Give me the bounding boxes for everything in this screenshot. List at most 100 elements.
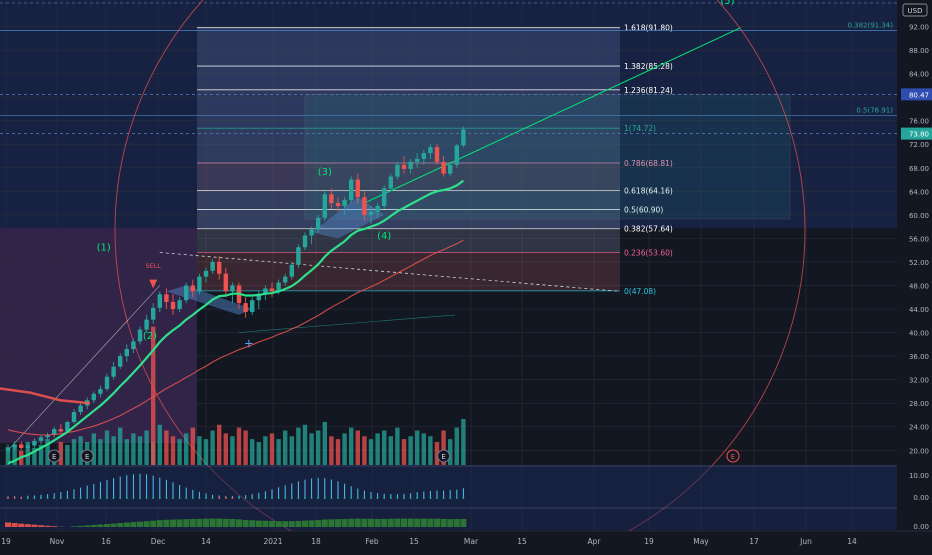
candle[interactable] [461,127,465,148]
signal-dot [344,497,346,499]
extension-label: 0.382(91.34) [847,21,893,29]
candle-body [309,230,313,236]
candle-body [441,162,445,174]
candle[interactable] [435,144,439,165]
candle[interactable] [184,283,188,304]
signal-dot [410,497,412,499]
fib-level-label: 1.618(91.80) [624,24,673,33]
candle-body [349,180,353,201]
momentum-bar [447,519,453,527]
price-tick-label: 76.00 [909,118,929,126]
candle-body [26,446,30,448]
signal-dot [47,497,49,499]
momentum-bar [256,521,262,527]
candle-body [408,162,412,169]
volume-bar [323,422,327,465]
signal-dot [106,497,108,499]
time-tick-label: 16 [101,537,111,546]
momentum-bar [78,526,84,527]
momentum-bar [249,520,255,527]
volume-bar [171,436,175,465]
time-tick-label: 14 [201,537,211,546]
signal-dot [284,497,286,499]
time-tick-label: Dec [151,537,166,546]
candle[interactable] [323,191,327,220]
momentum-bar [170,520,176,527]
volume-bar [210,431,214,466]
signal-dot [251,497,253,499]
volume-bar [237,428,241,465]
price-tick-label: 28.00 [909,400,929,408]
candle-body [230,285,234,291]
signal-dot [33,497,35,499]
signal-dot [449,497,451,499]
candle[interactable] [382,185,386,209]
volume-bar [243,431,247,466]
momentum-bar [183,519,189,527]
momentum-bar [243,520,249,527]
momentum-bar [408,519,414,527]
volume-bar [316,431,320,466]
signal-dot [278,497,280,499]
candle-body [118,356,122,367]
signal-dot [370,497,372,499]
signal-dot [146,497,148,499]
volume-bar [125,439,129,465]
candle-body [402,165,406,169]
signal-dot [126,497,128,499]
momentum-bar [348,519,354,527]
momentum-bar [295,521,301,527]
signal-dot [297,497,299,499]
volume-bar [283,431,287,466]
volume-bar [224,433,228,465]
time-tick-label: Apr [588,537,602,546]
event-marker-label: E [52,453,56,461]
candle-body [389,177,393,189]
momentum-bar [111,524,117,527]
momentum-bar [434,519,440,527]
signal-dot [212,497,214,499]
signal-dot [377,497,379,499]
candle[interactable] [197,274,201,295]
candle[interactable] [349,177,353,203]
price-badge-current: 73.80 [901,128,932,140]
volume-bar [296,428,300,465]
momentum-bar [441,519,447,527]
volume-bar [158,425,162,465]
target-box[interactable] [305,94,790,219]
momentum-bar [177,519,183,527]
signal-dot [113,497,115,499]
candle-body [323,194,327,218]
candle-body [448,165,452,174]
signal-dot [66,497,68,499]
signal-dot [330,497,332,499]
event-marker[interactable]: E [438,450,450,462]
signal-dot [258,497,260,499]
signal-dot [73,497,75,499]
wave-label: (5) [720,0,734,7]
candle-body [131,341,135,349]
momentum-bar [203,519,209,527]
event-marker[interactable]: E [48,450,60,462]
candle-body [243,303,247,312]
event-marker[interactable]: E [727,450,739,462]
momentum-bar [97,525,103,527]
signal-dot [205,497,207,499]
signal-dot [350,497,352,499]
candle[interactable] [296,244,300,268]
event-marker[interactable]: E [81,450,93,462]
signal-dot [93,497,95,499]
volume-bar [349,428,353,465]
momentum-bar [421,519,427,527]
signal-dot [337,497,339,499]
candle[interactable] [455,144,459,168]
price-tick-label: 68.00 [909,165,929,173]
candle-body [316,218,320,230]
price-tick-label: 32.00 [909,377,929,385]
momentum-bar [427,519,433,527]
candle-body [72,412,76,422]
momentum-bar [262,521,268,527]
event-marker-label: E [85,453,89,461]
